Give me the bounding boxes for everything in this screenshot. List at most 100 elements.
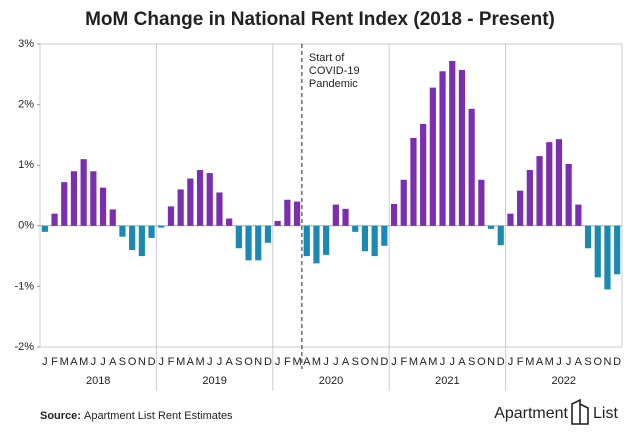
x-tick-label: J (566, 356, 572, 368)
x-tick-label: M (525, 356, 534, 368)
x-tick-label: A (109, 356, 117, 368)
bar (604, 225, 611, 290)
x-tick-label: F (400, 356, 407, 368)
bar (313, 225, 320, 264)
x-tick-label: F (517, 356, 524, 368)
bar (264, 225, 272, 243)
bar (439, 71, 446, 226)
x-tick-label: M (79, 356, 88, 368)
bar (99, 187, 107, 226)
bar (352, 225, 359, 232)
bar (303, 225, 310, 257)
bar (196, 170, 204, 226)
x-tick-label: O (244, 356, 253, 368)
x-tick-label: J (275, 356, 281, 368)
x-tick-label: J (91, 356, 97, 368)
bar (119, 225, 126, 237)
bar (420, 123, 427, 226)
bar (187, 178, 194, 226)
bar (575, 204, 582, 226)
x-tick-label: M (292, 356, 301, 368)
y-tick-label: 1% (18, 159, 34, 171)
bar (342, 208, 349, 226)
bar (497, 225, 504, 246)
x-tick-label: N (254, 356, 262, 368)
bar (177, 189, 184, 226)
bar (51, 213, 58, 226)
x-tick-label: M (545, 356, 554, 368)
x-tick-label: J (42, 356, 48, 368)
x-tick-label: S (468, 356, 475, 368)
bar (148, 225, 155, 238)
source-label: Source: (40, 410, 81, 422)
x-tick-label: D (264, 356, 272, 368)
bar (41, 225, 48, 232)
y-tick-label: -2% (14, 341, 34, 353)
x-tick-label: J (100, 356, 106, 368)
bar (226, 218, 233, 226)
x-tick-label: N (371, 356, 379, 368)
bar (546, 142, 553, 226)
bar (478, 179, 485, 226)
logo-text: List (593, 405, 618, 422)
bar (361, 225, 369, 252)
year-label: 2021 (435, 375, 459, 387)
annotation: COVID-19 (309, 65, 360, 77)
y-tick-label: 3% (18, 38, 34, 50)
bar (507, 213, 514, 226)
bar (614, 225, 621, 275)
annotation: Start of (309, 52, 345, 64)
x-tick-label: A (536, 356, 544, 368)
x-tick-label: J (207, 356, 213, 368)
bar (526, 170, 533, 226)
bar (235, 225, 242, 249)
x-tick-label: M (176, 356, 185, 368)
x-tick-label: S (584, 356, 591, 368)
x-tick-label: N (487, 356, 495, 368)
bar (332, 204, 339, 226)
x-tick-label: O (593, 356, 602, 368)
bar (449, 60, 456, 226)
x-tick-label: N (603, 356, 611, 368)
x-tick-label: F (51, 356, 58, 368)
x-tick-label: M (60, 356, 69, 368)
logo-icon (571, 398, 589, 425)
bar (555, 139, 563, 226)
bar (80, 159, 87, 226)
x-tick-label: M (312, 356, 321, 368)
bar (323, 225, 330, 255)
x-tick-label: M (428, 356, 437, 368)
x-tick-label: D (148, 356, 156, 368)
bar (565, 163, 572, 226)
year-label: 2020 (319, 375, 343, 387)
y-tick-label: 0% (18, 220, 34, 232)
bar (129, 225, 136, 251)
bar (61, 182, 68, 226)
x-tick-label: A (70, 356, 78, 368)
bar (90, 171, 97, 226)
bar (245, 225, 252, 261)
x-tick-label: A (225, 356, 233, 368)
bar (167, 206, 175, 226)
bar (381, 225, 388, 246)
chart-title: MoM Change in National Rent Index (2018 … (85, 9, 555, 30)
x-tick-label: A (342, 356, 350, 368)
bar (458, 70, 466, 226)
x-tick-label: O (361, 356, 370, 368)
bar (138, 225, 145, 257)
bar (158, 225, 165, 228)
x-tick-label: J (556, 356, 562, 368)
x-tick-label: J (217, 356, 223, 368)
x-tick-label: O (128, 356, 137, 368)
x-tick-label: F (284, 356, 291, 368)
year-label: 2018 (86, 375, 110, 387)
x-tick-label: M (195, 356, 204, 368)
x-tick-label: J (323, 356, 329, 368)
x-tick-label: S (235, 356, 242, 368)
x-tick-label: A (419, 356, 427, 368)
year-label: 2022 (552, 375, 576, 387)
bar (284, 199, 291, 226)
bar (429, 87, 436, 226)
x-tick-label: J (159, 356, 165, 368)
x-tick-label: A (458, 356, 466, 368)
